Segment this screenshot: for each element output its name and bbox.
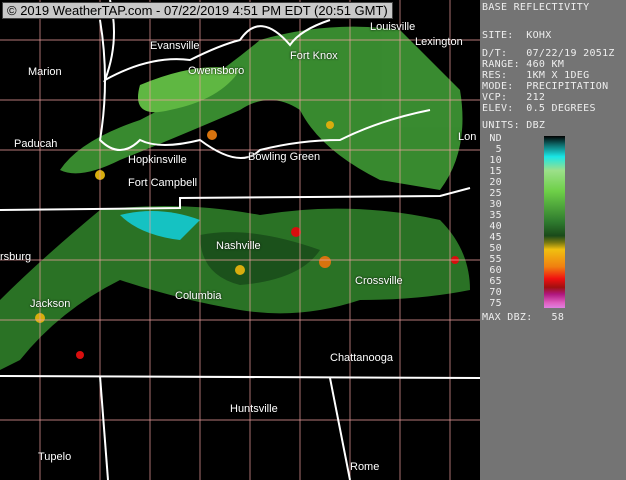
city-label: Marion bbox=[28, 66, 62, 78]
city-label: Jackson bbox=[30, 298, 71, 310]
legend-label: 75 bbox=[489, 298, 502, 309]
city-label: Tupelo bbox=[38, 451, 72, 463]
legend-label: 40 bbox=[489, 221, 502, 232]
city-label: rsburg bbox=[0, 251, 32, 263]
city-label: Fort Campbell bbox=[128, 177, 198, 189]
legend-label: 20 bbox=[489, 177, 502, 188]
legend-label: 10 bbox=[489, 155, 502, 166]
legend-label: 60 bbox=[489, 265, 502, 276]
legend-label: 50 bbox=[489, 243, 502, 254]
timestamp-banner: © 2019 WeatherTAP.com - 07/22/2019 4:51 … bbox=[2, 2, 393, 19]
city-label: Bowling Green bbox=[248, 151, 321, 163]
site: SITE: KOHX bbox=[482, 30, 552, 41]
city-label: Evansville bbox=[150, 40, 200, 52]
legend-label: 55 bbox=[489, 254, 502, 265]
color-scale-bar bbox=[544, 136, 565, 308]
state-lines bbox=[0, 19, 480, 480]
city-label: Hopkinsville bbox=[128, 154, 187, 166]
city-label: Crossville bbox=[355, 275, 403, 287]
datetime: D/T: 07/22/19 2051Z bbox=[482, 48, 615, 59]
city-label: Paducah bbox=[14, 138, 58, 150]
max-dbz: MAX DBZ: 58 bbox=[482, 312, 565, 323]
legend-label: 15 bbox=[489, 166, 502, 177]
product-name: BASE REFLECTIVITY bbox=[482, 2, 590, 13]
city-label: Huntsville bbox=[230, 403, 278, 415]
city-label: Rome bbox=[350, 461, 380, 473]
legend-label: 5 bbox=[495, 144, 502, 155]
city-label: Lon bbox=[458, 131, 477, 143]
legend-label: 35 bbox=[489, 210, 502, 221]
city-label: Louisville bbox=[370, 21, 416, 33]
city-label: Lexington bbox=[415, 36, 463, 48]
legend-label: ND bbox=[489, 133, 502, 144]
precipitation-echoes bbox=[0, 26, 470, 370]
legend-label: 45 bbox=[489, 232, 502, 243]
legend-label: 65 bbox=[489, 276, 502, 287]
units: UNITS: DBZ bbox=[482, 120, 546, 131]
resolution: RES: 1KM X 1DEG bbox=[482, 70, 590, 81]
city-label: Columbia bbox=[175, 290, 222, 302]
elevation: ELEV: 0.5 DEGREES bbox=[482, 103, 596, 114]
city-label: Fort Knox bbox=[290, 50, 338, 62]
range: RANGE: 460 KM bbox=[482, 59, 565, 70]
legend-label: 30 bbox=[489, 199, 502, 210]
legend-label: 25 bbox=[489, 188, 502, 199]
info-panel: BASE REFLECTIVITY SITE: KOHX D/T: 07/22/… bbox=[480, 0, 626, 480]
city-label: Owensboro bbox=[188, 65, 245, 77]
vcp: VCP: 212 bbox=[482, 92, 546, 103]
radar-map bbox=[0, 0, 480, 480]
city-label: Chattanooga bbox=[330, 352, 393, 364]
mode: MODE: PRECIPITATION bbox=[482, 81, 609, 92]
legend-label: 70 bbox=[489, 287, 502, 298]
ohio-river bbox=[103, 0, 331, 83]
city-label: Nashville bbox=[216, 240, 261, 252]
